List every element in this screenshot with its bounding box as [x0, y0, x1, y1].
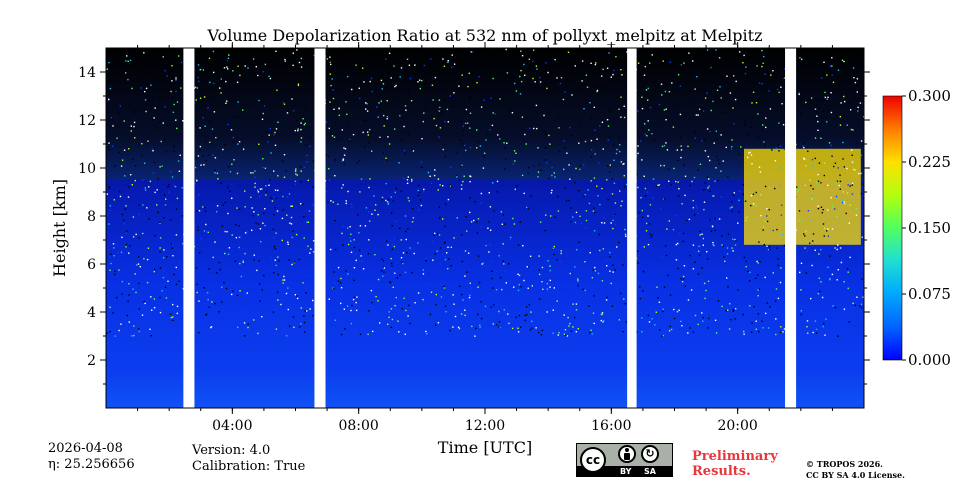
colorbar-tick-label: 0.150 [908, 219, 951, 237]
colorbar-tick-label: 0.225 [908, 153, 951, 171]
colorbar-tick-label: 0.000 [908, 351, 951, 369]
colorbar-gradient [882, 95, 903, 361]
y-tick-label: 10 [78, 161, 96, 177]
preliminary-line-1: Preliminary [692, 449, 778, 464]
preliminary-line-2: Results. [692, 464, 751, 479]
feature-boundary-layer [106, 369, 864, 408]
footer-date-block: 2026-04-08 η: 25.256656 [48, 441, 135, 473]
cc-sa-label: SA [644, 467, 656, 476]
x-tick-label: 08:00 [338, 418, 378, 434]
by-person-icon [618, 445, 636, 463]
footer-calibration: Calibration: True [192, 459, 306, 474]
feature-lofted-layer [106, 180, 864, 370]
colorbar: 0.000 0.075 0.150 0.225 0.300 [882, 87, 951, 369]
heatmap-background [106, 48, 864, 408]
colorbar-tick-label: 0.075 [908, 285, 951, 303]
footer-version-block: Version: 4.0 Calibration: True [192, 443, 305, 475]
copyright-line-2: CC BY SA 4.0 License. [806, 470, 905, 480]
footer-version: Version: 4.0 [192, 443, 271, 458]
chart-title: Volume Depolarization Ratio at 532 nm of… [206, 26, 762, 45]
y-axis: 2 4 6 8 10 12 14 [78, 65, 870, 385]
x-tick-label: 16:00 [591, 418, 631, 434]
y-tick-label: 14 [78, 65, 96, 81]
y-axis-label: Height [km] [50, 179, 69, 277]
x-tick-label: 04:00 [212, 418, 252, 434]
feature-cirrus-cloud [743, 148, 861, 245]
x-tick-label: 12:00 [465, 418, 505, 434]
y-tick-label: 2 [87, 353, 96, 369]
x-tick-label: 20:00 [717, 418, 757, 434]
copyright-line-1: © TROPOS 2026. [806, 459, 883, 469]
footer-eta: η: 25.256656 [48, 457, 135, 472]
cc-logo-icon: cc [580, 447, 606, 473]
data-gap-2 [627, 48, 637, 408]
cc-license-badge: cc ↻ BY SA [576, 443, 673, 477]
y-tick-label: 8 [87, 209, 96, 225]
y-tick-label: 6 [87, 257, 96, 273]
y-tick-label: 4 [87, 305, 96, 321]
share-alike-icon: ↻ [641, 445, 659, 463]
x-axis: 04:00 08:00 12:00 16:00 20:00 [137, 42, 833, 434]
data-gap-1 [314, 48, 326, 408]
colorbar-tick-label: 0.300 [908, 87, 951, 105]
copyright-notice: © TROPOS 2026. CC BY SA 4.0 License. [806, 459, 905, 481]
data-gap-0 [183, 48, 195, 408]
x-axis-label: Time [UTC] [438, 438, 532, 457]
heatmap-plot-area [106, 48, 864, 408]
footer-date: 2026-04-08 [48, 441, 123, 456]
data-gap-3 [785, 48, 797, 408]
preliminary-notice: Preliminary Results. [692, 449, 778, 479]
cc-by-label: BY [620, 467, 632, 476]
y-tick-label: 12 [78, 113, 96, 129]
